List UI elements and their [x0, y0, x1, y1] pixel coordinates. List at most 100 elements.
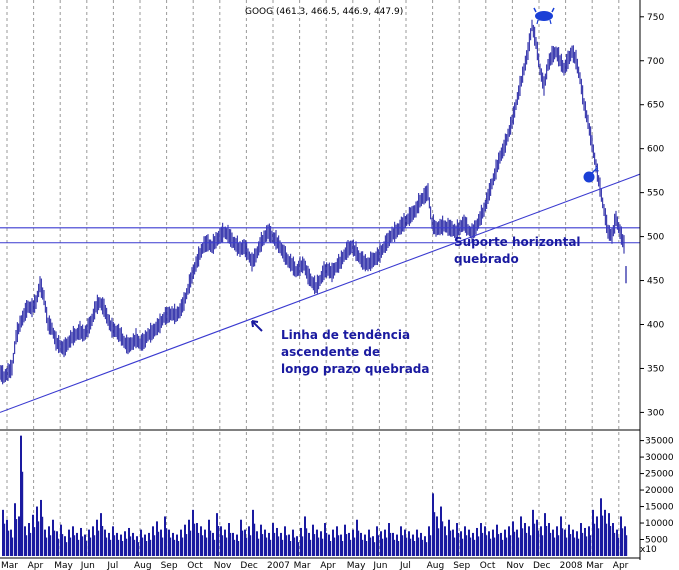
volume-tick-label: 10000 — [645, 519, 674, 529]
volume-bar — [574, 537, 576, 556]
volume-bar — [396, 534, 398, 556]
price-tick-label: 650 — [647, 101, 664, 111]
month-label: Nov — [506, 561, 524, 570]
volume-bar — [262, 534, 264, 556]
month-label: Sep — [161, 561, 178, 570]
volume-bar — [82, 536, 84, 556]
volume-bar — [34, 527, 36, 556]
volume-bar — [22, 471, 24, 556]
volume-bar — [466, 535, 468, 556]
volume-bar — [600, 498, 602, 556]
volume-bar — [586, 536, 588, 556]
volume-bar — [566, 537, 568, 556]
volume-bar — [2, 509, 4, 556]
volume-bar — [292, 529, 294, 556]
volume-bar — [6, 519, 8, 556]
month-label: Jun — [372, 561, 387, 570]
volume-bar — [386, 537, 388, 556]
volume-bar — [384, 529, 386, 556]
volume-bar — [316, 529, 318, 556]
volume-bar — [246, 537, 248, 556]
volume-bar — [274, 532, 276, 556]
volume-bar — [458, 532, 460, 556]
volume-bar — [70, 537, 72, 556]
volume-bar — [118, 539, 120, 556]
volume-bar — [200, 526, 202, 556]
volume-bar — [538, 530, 540, 556]
volume-bar — [530, 535, 532, 556]
volume-bar — [558, 535, 560, 556]
price-tick-label: 350 — [647, 364, 664, 374]
volume-bar — [190, 530, 192, 556]
volume-bar — [612, 523, 614, 556]
volume-bar — [354, 537, 356, 556]
volume-bar — [510, 535, 512, 556]
volume-bar — [412, 534, 414, 556]
volume-bar — [482, 532, 484, 556]
volume-bar — [480, 523, 482, 556]
volume-bar — [206, 537, 208, 556]
month-label: Apr — [613, 561, 629, 570]
volume-bar — [424, 536, 426, 556]
volume-bar — [30, 532, 32, 556]
month-label: 2008 — [560, 561, 583, 570]
volume-bar — [434, 512, 436, 556]
volume-bar — [380, 531, 382, 556]
volume-bar — [186, 534, 188, 556]
price-bars — [0, 19, 627, 385]
volume-bar — [124, 531, 126, 556]
month-label: Mar — [586, 561, 603, 570]
volume-bar — [318, 537, 320, 556]
volume-bar — [14, 503, 16, 556]
volume-bar — [620, 516, 622, 556]
volume-bar — [358, 530, 360, 556]
volume-bar — [474, 539, 476, 556]
volume-bar — [290, 540, 292, 556]
volume-bar — [334, 537, 336, 556]
volume-bar — [382, 538, 384, 556]
volume-bar — [420, 532, 422, 556]
volume-bar — [112, 526, 114, 556]
volume-bar — [156, 521, 158, 556]
volume-bar — [104, 529, 106, 556]
volume-bar — [572, 529, 574, 556]
volume-bar — [116, 532, 118, 556]
volume-bar — [26, 535, 28, 556]
month-label: Aug — [427, 561, 445, 570]
volume-bar — [242, 530, 244, 556]
price-tick-label: 450 — [647, 277, 664, 287]
volume-bar — [178, 540, 180, 556]
volume-bar — [554, 537, 556, 556]
volume-bar — [562, 528, 564, 556]
volume-scale-label: x10 — [640, 545, 657, 555]
volume-bar — [278, 536, 280, 556]
volume-bar — [8, 530, 10, 556]
volume-bar — [520, 516, 522, 556]
volume-bar — [378, 535, 380, 556]
volume-bar — [436, 516, 438, 556]
volume-bar — [240, 519, 242, 556]
month-label: Aug — [134, 561, 152, 570]
volume-bar — [578, 538, 580, 556]
volume-bar — [144, 534, 146, 556]
volume-bar — [282, 539, 284, 556]
volume-bar — [518, 537, 520, 556]
volume-bar — [476, 527, 478, 556]
price-tick-label: 400 — [647, 321, 664, 331]
volume-bar — [502, 539, 504, 556]
volume-bar — [152, 526, 154, 556]
volume-bar — [324, 523, 326, 556]
volume-bar — [416, 529, 418, 556]
volume-bar — [102, 525, 104, 556]
month-label: Jun — [80, 561, 95, 570]
volume-bar — [136, 536, 138, 556]
volume-bar — [172, 532, 174, 556]
volume-bar — [616, 529, 618, 556]
volume-bar — [610, 525, 612, 556]
volume-bar — [182, 537, 184, 556]
volume-bar — [516, 529, 518, 556]
volume-bar — [142, 537, 144, 556]
volume-bar — [594, 523, 596, 556]
volume-bar — [284, 526, 286, 556]
